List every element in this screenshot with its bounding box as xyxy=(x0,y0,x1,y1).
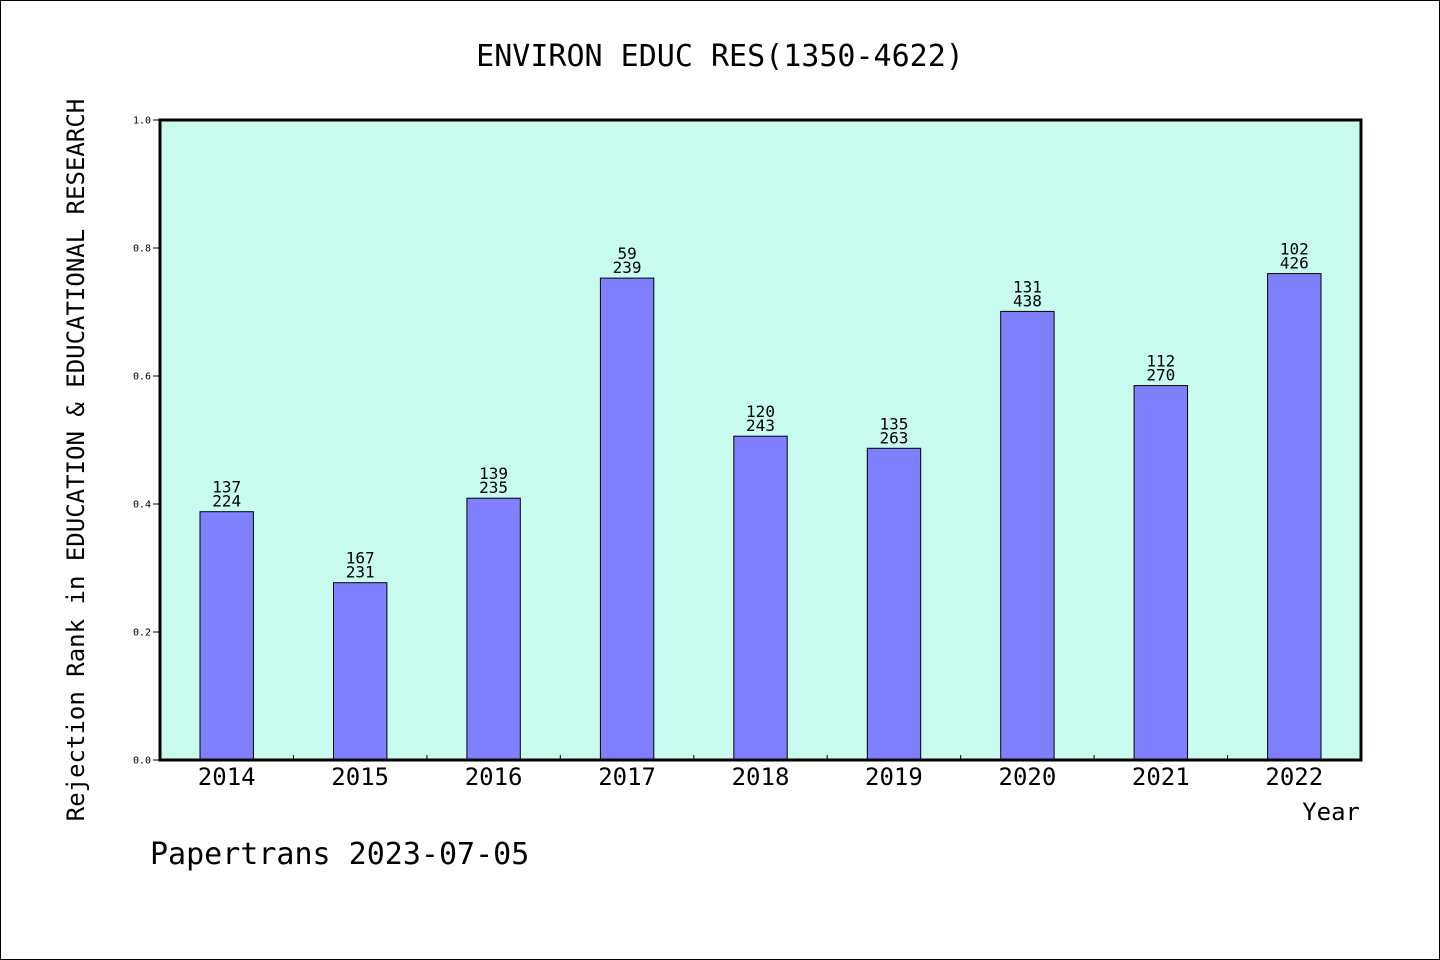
x-axis-label: Year xyxy=(1302,798,1360,826)
bar-2020 xyxy=(1000,310,1055,761)
bar-label-top-2018: 120 xyxy=(746,402,775,421)
y-tick-label: 0.2 xyxy=(133,628,151,639)
bar-2018 xyxy=(733,435,788,761)
bar-label-top-2017: 59 xyxy=(617,244,636,263)
bar-2017 xyxy=(599,277,655,761)
x-tick-label-2020: 2020 xyxy=(999,763,1057,791)
y-tick-label: 0.4 xyxy=(133,500,151,511)
ticks-group: 2014 2015 2016 2017 2018 2019 2020 2021 2022 0.0 0… xyxy=(133,116,1323,792)
bar-2022 xyxy=(1267,273,1322,761)
x-tick-label-2021: 2021 xyxy=(1132,763,1190,791)
bar-label-bottom-2018: 243 xyxy=(746,416,775,435)
bar-label-bottom-2015: 231 xyxy=(346,563,375,582)
x-tick-label-2015: 2015 xyxy=(331,763,389,791)
x-tick-label-2016: 2016 xyxy=(465,763,523,791)
bar-label-top-2014: 137 xyxy=(212,478,241,497)
bar-label-bottom-2021: 270 xyxy=(1146,366,1175,385)
bar-label-bottom-2017: 239 xyxy=(613,258,642,277)
bar-label-bottom-2022: 426 xyxy=(1280,254,1309,273)
y-tick-label: 0.8 xyxy=(133,244,151,255)
bar-2016 xyxy=(466,497,521,761)
bar-2014 xyxy=(199,511,254,761)
bar-label-top-2016: 139 xyxy=(479,464,508,483)
y-axis-label: Rejection Rank in EDUCATION & EDUCATIONA… xyxy=(62,99,90,821)
bar-label-top-2021: 112 xyxy=(1146,352,1175,371)
bar-label-bottom-2016: 235 xyxy=(479,478,508,497)
bar-label-bottom-2020: 438 xyxy=(1013,291,1042,310)
bar-label-bottom-2019: 263 xyxy=(879,428,908,447)
x-tick-label-2018: 2018 xyxy=(732,763,790,791)
bar-2019 xyxy=(866,447,922,761)
chart-title: ENVIRON EDUC RES(1350-4622) xyxy=(476,39,964,74)
y-tick-label: 0.6 xyxy=(133,372,151,383)
bar-2015 xyxy=(333,582,388,761)
y-tick-label: 1.0 xyxy=(133,116,151,127)
y-tick-label: 0.0 xyxy=(133,756,151,767)
x-tick-label-2014: 2014 xyxy=(198,763,256,791)
footer-text: Papertrans 2023-07-05 xyxy=(150,837,529,872)
bar-label-bottom-2014: 224 xyxy=(212,492,241,511)
x-tick-label-2019: 2019 xyxy=(865,763,923,791)
bar-label-top-2020: 131 xyxy=(1013,277,1042,296)
x-tick-label-2017: 2017 xyxy=(598,763,656,791)
bar-label-top-2022: 102 xyxy=(1280,240,1309,259)
plot-border xyxy=(158,118,1363,762)
x-tick-label-2022: 2022 xyxy=(1265,763,1323,791)
bar-2021 xyxy=(1133,385,1188,761)
bar-label-top-2015: 167 xyxy=(346,549,375,568)
bar-label-top-2019: 135 xyxy=(879,414,908,433)
